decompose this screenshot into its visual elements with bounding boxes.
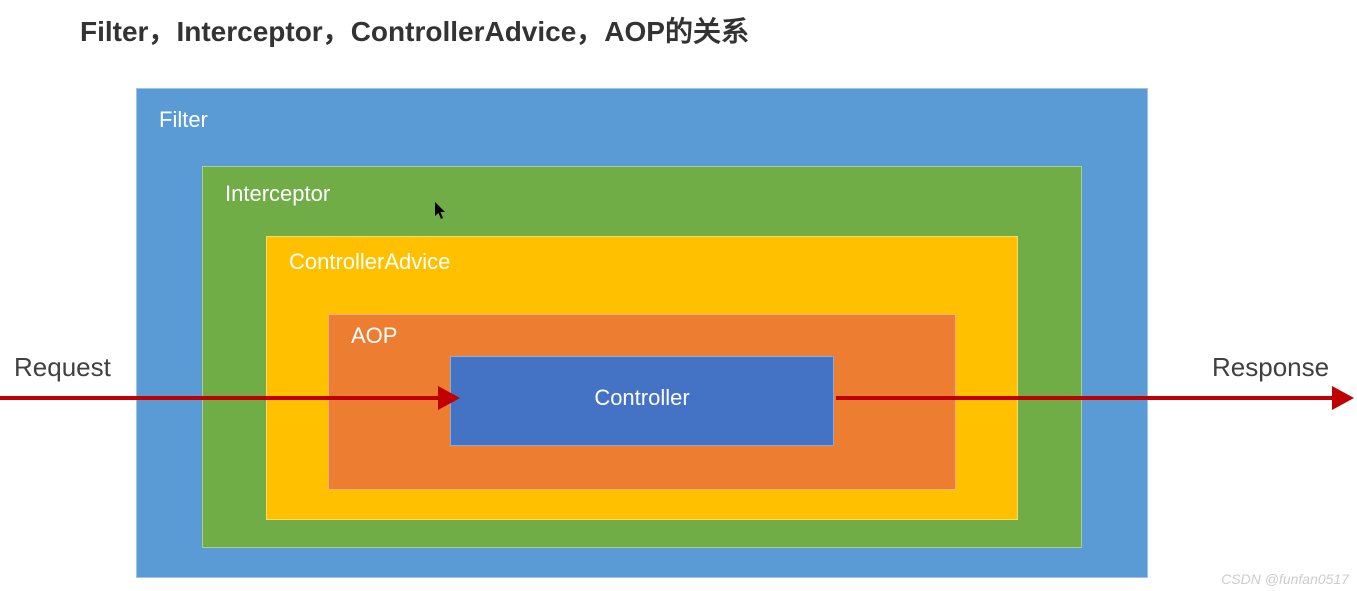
request-arrow-head [438,386,460,410]
watermark: CSDN @funfan0517 [1221,571,1349,587]
response-arrow [836,396,1334,400]
nested-diagram: Filter Interceptor ControllerAdvice AOP … [136,88,1148,578]
controller-layer: Controller [450,356,834,446]
aop-label: AOP [351,323,397,349]
response-label: Response [1212,352,1329,383]
interceptor-label: Interceptor [225,181,330,207]
cursor-icon [434,202,448,220]
request-arrow [0,396,440,400]
page-title: Filter，Interceptor，ControllerAdvice，AOP的… [80,10,749,50]
response-arrow-head [1332,386,1354,410]
controller-label: Controller [451,385,833,411]
controlleradvice-label: ControllerAdvice [289,249,450,275]
filter-label: Filter [159,107,208,133]
request-label: Request [14,352,111,383]
